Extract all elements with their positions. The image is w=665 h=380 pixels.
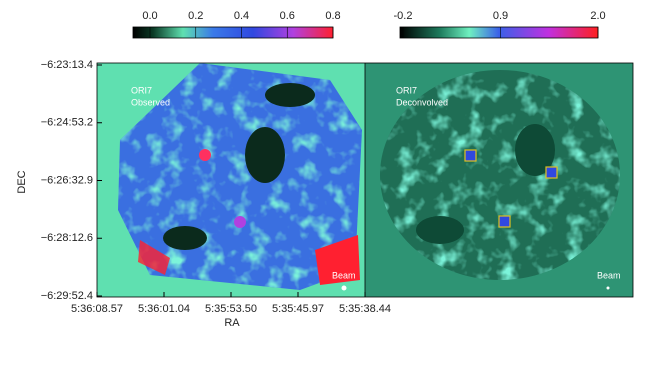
y-tick-label: −6:28:12.6	[41, 232, 93, 244]
y-axis-label: DEC	[16, 170, 28, 193]
panel-subtitle: Observed	[131, 97, 170, 107]
colorbar-tick-label: 0.6	[280, 10, 295, 22]
deconvolved-map	[365, 63, 633, 297]
colorbar-tick-label: 0.9	[493, 10, 508, 22]
x-tick-label: 5:36:01.04	[138, 303, 190, 315]
x-axis-label: RA	[224, 317, 240, 329]
y-tick-label: −6:23:13.4	[41, 59, 93, 71]
beam-label: Beam	[597, 270, 621, 280]
panel-subtitle: Deconvolved	[396, 97, 448, 107]
colorbar-tick-label: 0.8	[325, 10, 340, 22]
colorbar-tick-label: 0.2	[188, 10, 203, 22]
y-tick-label: −6:24:53.2	[41, 117, 93, 129]
x-tick-label: 5:36:08.57	[71, 303, 123, 315]
x-tick-label: 5:35:45.97	[272, 303, 324, 315]
colorbar	[132, 26, 334, 39]
y-tick-label: −6:26:32.9	[41, 174, 93, 186]
x-tick-label: 5:35:38.44	[339, 303, 391, 315]
observed-map	[97, 63, 365, 297]
colorbar-tick-label: 0.4	[234, 10, 249, 22]
x-tick-label: 5:35:53.50	[205, 303, 257, 315]
colorbar	[399, 26, 599, 39]
panel-title: ORI7	[131, 85, 152, 95]
colorbar-tick-label: -0.2	[394, 10, 413, 22]
colorbar-tick-label: 2.0	[590, 10, 605, 22]
colorbar-tick-label: 0.0	[142, 10, 157, 22]
panel-title: ORI7	[396, 85, 417, 95]
beam-label: Beam	[332, 270, 356, 280]
y-tick-label: −6:29:52.4	[41, 290, 93, 302]
